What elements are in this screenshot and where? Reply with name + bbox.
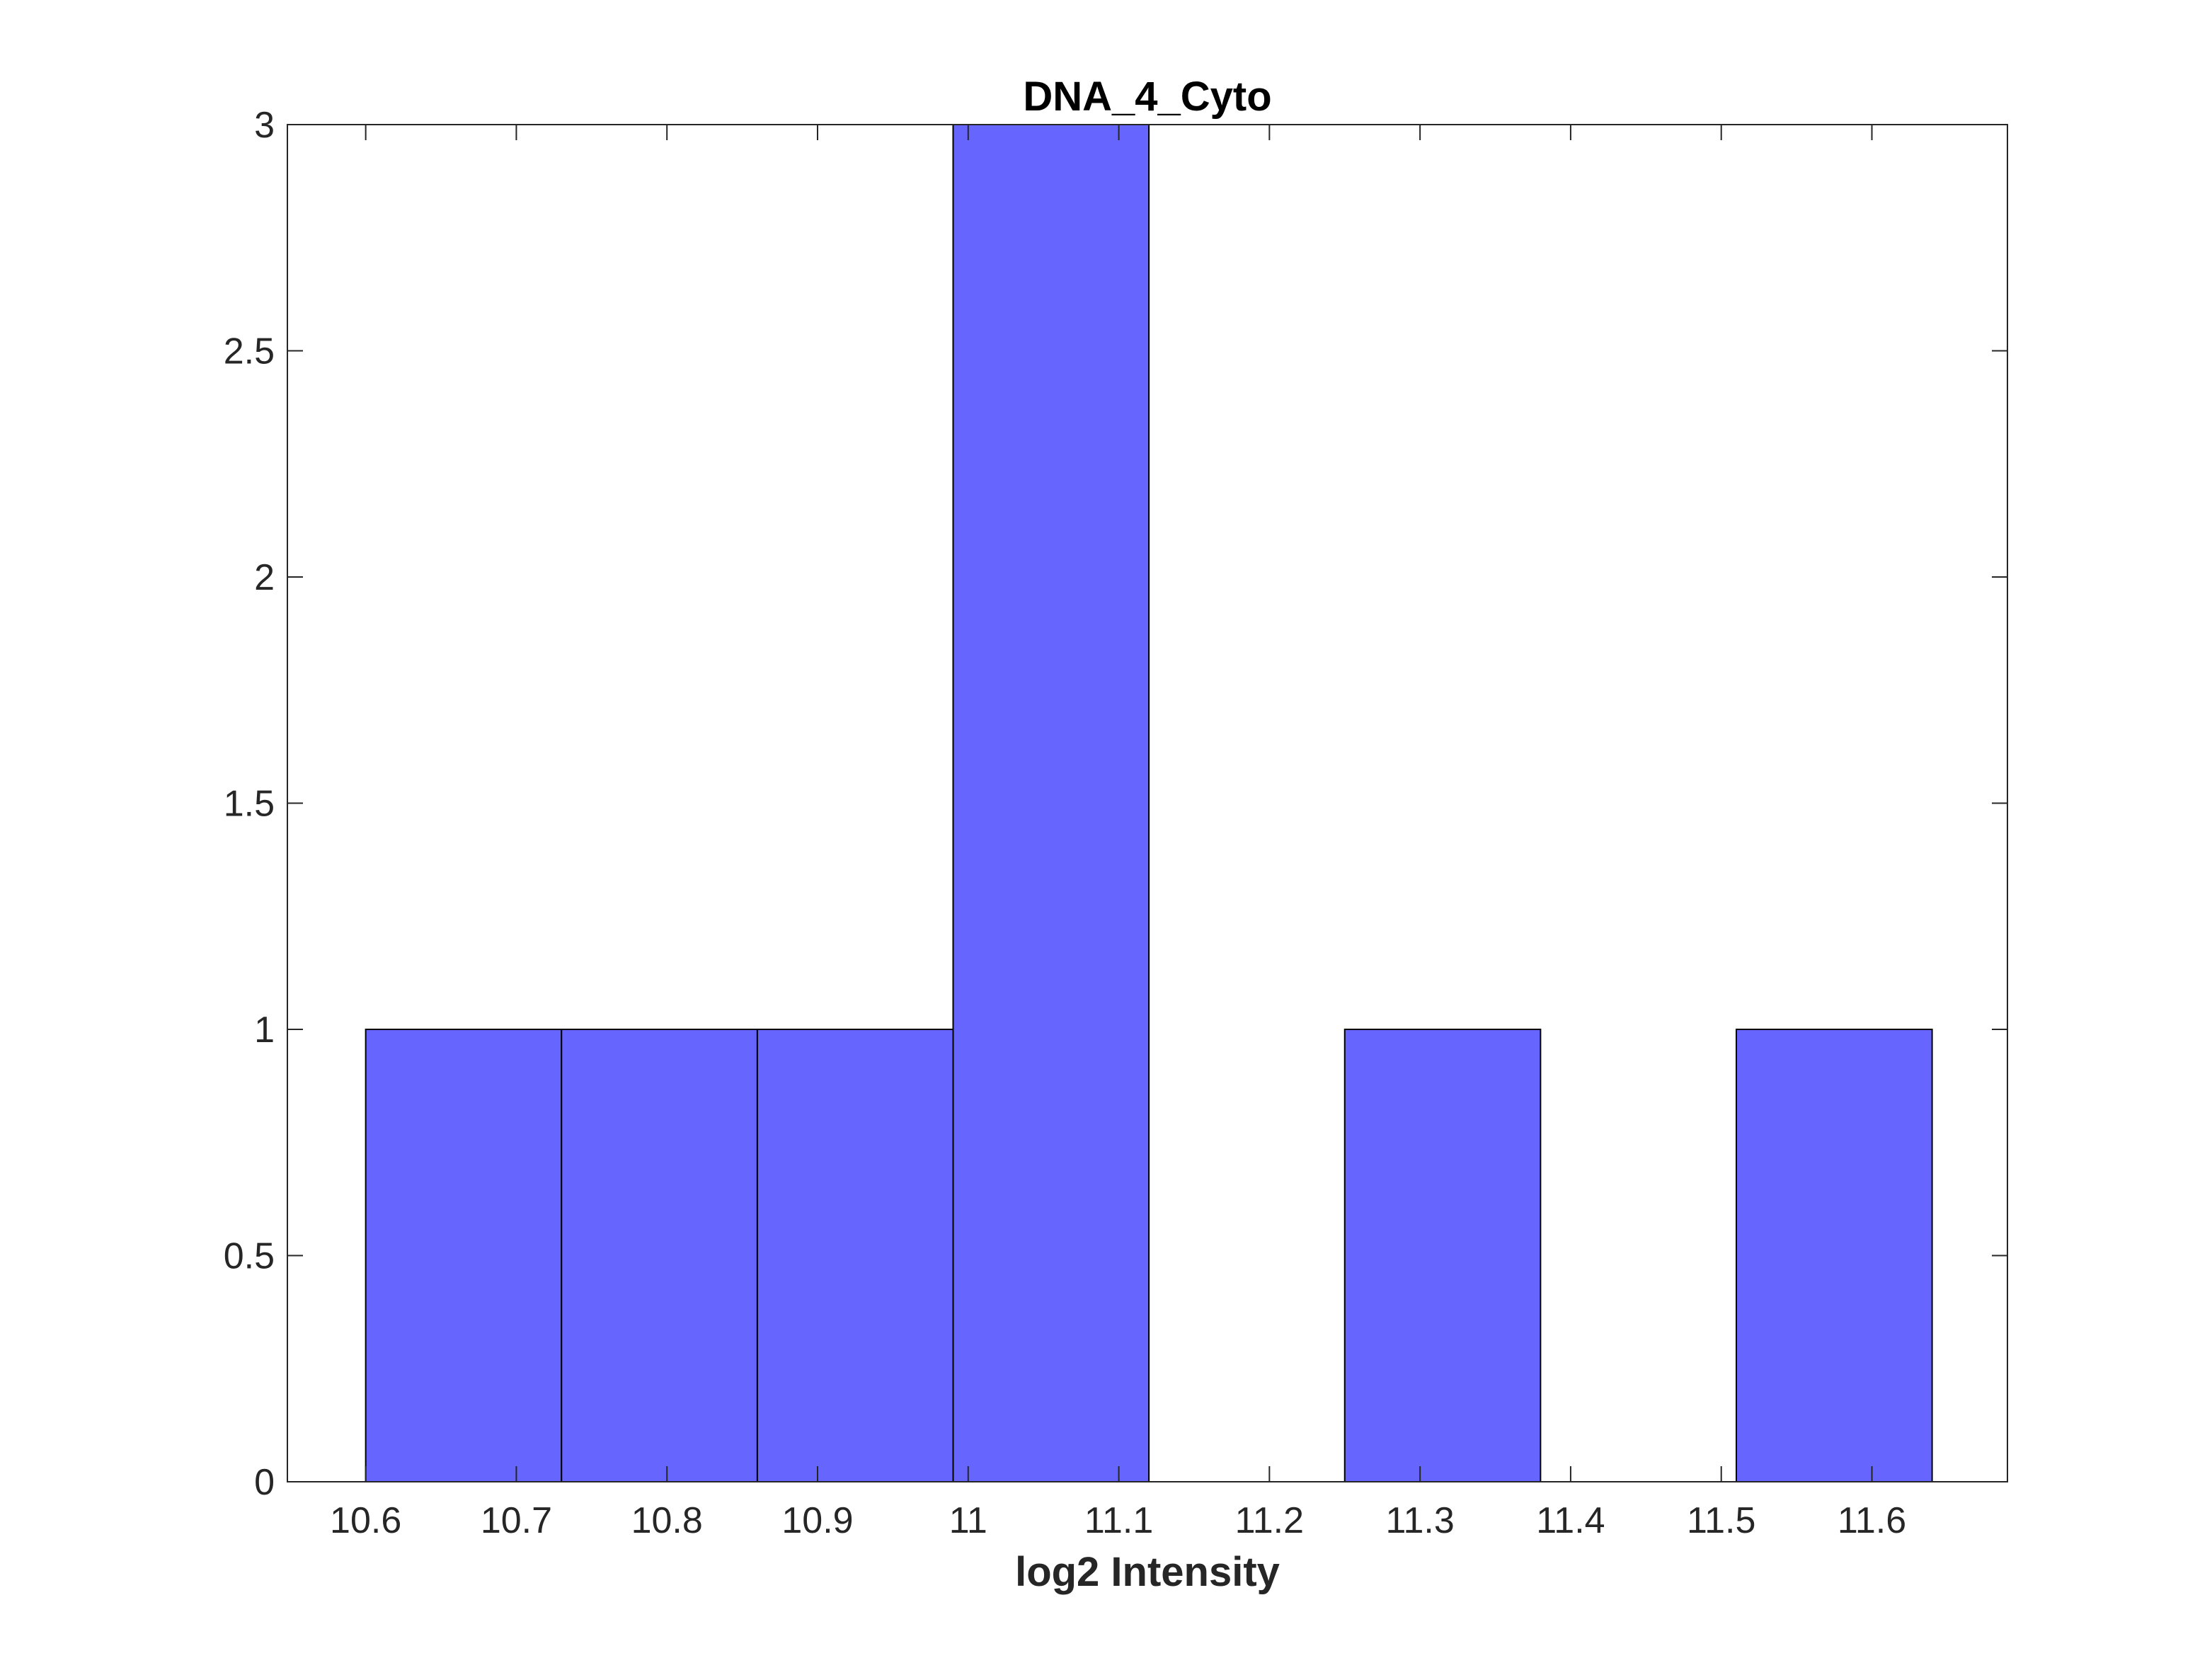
x-tick-label: 11.3 bbox=[1385, 1500, 1454, 1541]
y-tick-label: 2 bbox=[254, 557, 275, 598]
ticks-group: 10.6 10.7 10.8 10.9 11 11.1 11.2 11.3 11.4 11.5 11… bbox=[224, 105, 2007, 1541]
x-tick-label: 11.5 bbox=[1687, 1500, 1755, 1541]
y-tick-label: 1.5 bbox=[224, 784, 275, 825]
y-tick-label: 0 bbox=[254, 1462, 275, 1503]
x-tick-label: 10.8 bbox=[631, 1500, 703, 1541]
bars-group bbox=[365, 124, 1933, 1482]
y-tick-label: 0.5 bbox=[224, 1236, 275, 1277]
x-axis-label: log2 Intensity bbox=[1015, 1549, 1280, 1595]
histogram-bar bbox=[952, 124, 1150, 1482]
histogram-bar bbox=[365, 1029, 563, 1482]
histogram-bar bbox=[756, 1029, 954, 1482]
x-tick-label: 11.1 bbox=[1084, 1500, 1153, 1541]
x-tick-label: 10.9 bbox=[781, 1500, 853, 1541]
x-tick-label: 11.2 bbox=[1235, 1500, 1304, 1541]
y-tick-label: 2.5 bbox=[224, 331, 275, 372]
chart-title: DNA_4_Cyto bbox=[1023, 74, 1271, 120]
y-tick-label: 1 bbox=[254, 1010, 275, 1051]
x-tick-label: 10.7 bbox=[481, 1500, 552, 1541]
histogram-bar bbox=[561, 1029, 758, 1482]
histogram-bar bbox=[1343, 1029, 1542, 1482]
x-tick-label: 11.4 bbox=[1536, 1500, 1605, 1541]
x-tick-label: 11.6 bbox=[1838, 1500, 1906, 1541]
x-tick-label: 11 bbox=[949, 1500, 987, 1541]
y-tick-label: 3 bbox=[254, 105, 275, 146]
histogram-bar bbox=[1735, 1029, 1933, 1482]
x-tick-label: 10.6 bbox=[330, 1500, 401, 1541]
